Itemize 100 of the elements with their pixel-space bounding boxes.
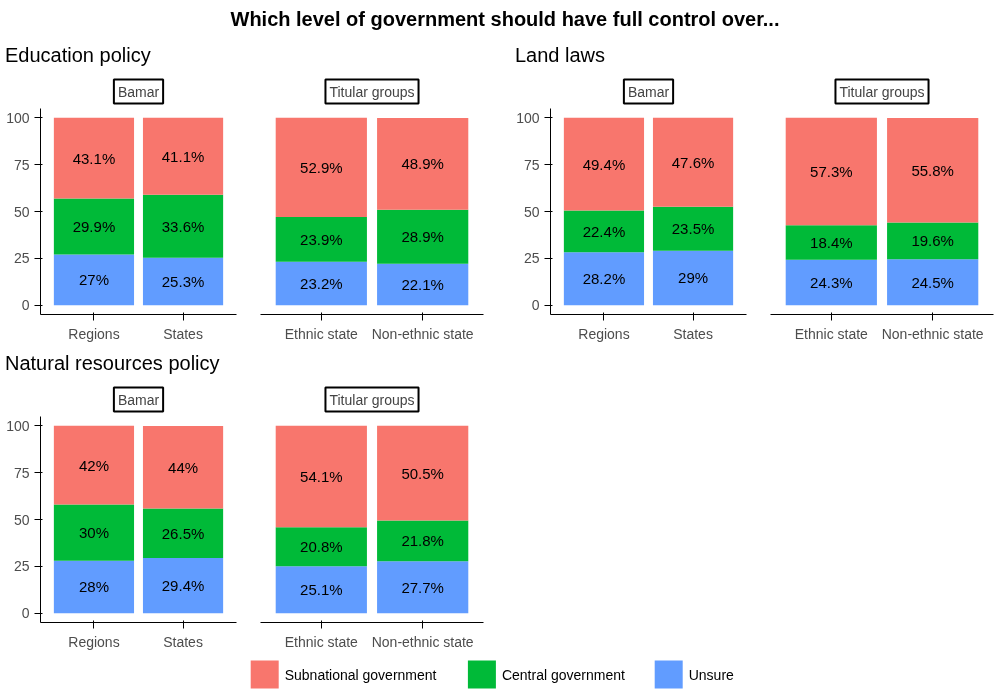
data-label: 55.8% bbox=[911, 161, 954, 179]
y-tick-label: 50 bbox=[523, 203, 540, 220]
bar bbox=[142, 508, 224, 559]
data-label: 28.9% bbox=[401, 228, 444, 246]
bar bbox=[275, 117, 367, 217]
bar bbox=[53, 504, 135, 561]
x-tick-label: Regions bbox=[68, 325, 120, 342]
x-tick-label: Ethnic state bbox=[284, 633, 359, 650]
data-label: 22.4% bbox=[582, 222, 626, 240]
data-label: 18.4% bbox=[810, 233, 853, 251]
bar bbox=[142, 426, 224, 509]
bar bbox=[563, 210, 645, 253]
data-label: 49.4% bbox=[582, 155, 626, 173]
x-tick-label: Ethnic state bbox=[284, 325, 359, 342]
chart-title: Titular groups bbox=[329, 391, 415, 408]
data-label: 43.1% bbox=[72, 149, 116, 167]
bar bbox=[275, 216, 367, 262]
chart-subtitle: Natural resources policy bbox=[5, 351, 220, 376]
data-label: 48.9% bbox=[401, 155, 444, 173]
bar bbox=[53, 560, 135, 614]
bar bbox=[275, 527, 367, 567]
chart-title: Bamar bbox=[117, 391, 160, 408]
bar bbox=[53, 425, 135, 505]
bar bbox=[563, 252, 645, 306]
legend-label: Unsure bbox=[688, 666, 735, 683]
x-tick-label: States bbox=[673, 325, 713, 342]
bar bbox=[142, 117, 224, 195]
data-label: 41.1% bbox=[161, 147, 205, 165]
data-label: 29.4% bbox=[161, 577, 205, 595]
data-label: 22.1% bbox=[401, 275, 444, 293]
bar bbox=[377, 263, 469, 306]
y-tick-label: 75 bbox=[523, 156, 540, 173]
y-tick-label: 0 bbox=[21, 605, 30, 622]
chart-subtitle: Education policy bbox=[5, 43, 151, 68]
data-label: 42% bbox=[78, 456, 109, 474]
bar bbox=[785, 259, 877, 306]
bar bbox=[53, 117, 135, 199]
bar bbox=[275, 261, 367, 306]
bar bbox=[887, 222, 979, 260]
y-tick-label: 25 bbox=[13, 250, 30, 267]
data-label: 30% bbox=[78, 524, 109, 542]
bar bbox=[377, 520, 469, 562]
data-label: 54.1% bbox=[300, 468, 343, 486]
data-label: 33.6% bbox=[161, 217, 205, 235]
y-tick-label: 75 bbox=[13, 464, 30, 481]
legend-label: Subnational government bbox=[284, 666, 437, 683]
y-tick-label: 100 bbox=[6, 417, 30, 434]
data-label: 47.6% bbox=[671, 153, 715, 171]
bar bbox=[377, 209, 469, 264]
x-tick-label: Ethnic state bbox=[794, 325, 869, 342]
bar bbox=[142, 194, 224, 258]
y-tick-label: 50 bbox=[13, 511, 30, 528]
data-label: 21.8% bbox=[401, 532, 444, 550]
bar bbox=[652, 117, 734, 207]
data-label: 19.6% bbox=[911, 232, 954, 250]
data-label: 28% bbox=[78, 578, 109, 596]
x-tick-label: Non-ethnic state bbox=[371, 325, 474, 342]
chart-subtitle: Land laws bbox=[515, 43, 606, 68]
data-label: 28.2% bbox=[582, 270, 626, 288]
y-tick-label: 0 bbox=[21, 297, 30, 314]
y-tick-label: 0 bbox=[531, 297, 540, 314]
data-label: 25.3% bbox=[161, 272, 205, 290]
bar bbox=[377, 561, 469, 614]
data-label: 24.3% bbox=[810, 273, 853, 291]
x-tick-label: Regions bbox=[578, 325, 630, 342]
y-tick-label: 50 bbox=[13, 203, 30, 220]
text: Which level of government should have full control over... bbox=[230, 7, 780, 32]
bar bbox=[887, 259, 979, 306]
bar bbox=[785, 117, 877, 226]
bar bbox=[142, 558, 224, 614]
y-tick-label: 25 bbox=[523, 250, 540, 267]
data-label: 29% bbox=[678, 269, 709, 287]
y-tick-label: 25 bbox=[13, 558, 30, 575]
chart-title: Titular groups bbox=[839, 83, 925, 100]
bar bbox=[377, 118, 469, 210]
data-label: 29.9% bbox=[72, 218, 116, 236]
data-label: 52.9% bbox=[300, 158, 343, 176]
x-tick-label: Non-ethnic state bbox=[881, 325, 984, 342]
data-label: 44% bbox=[168, 458, 199, 476]
data-label: 26.5% bbox=[161, 524, 205, 542]
data-label: 27.7% bbox=[401, 578, 444, 596]
legend-label: Central government bbox=[501, 666, 625, 683]
data-label: 25.1% bbox=[300, 581, 343, 599]
y-tick-label: 100 bbox=[6, 109, 30, 126]
bar bbox=[652, 250, 734, 306]
bar bbox=[53, 198, 135, 255]
bar bbox=[652, 206, 734, 251]
x-tick-label: Non-ethnic state bbox=[371, 633, 474, 650]
bar bbox=[563, 117, 645, 211]
data-label: 20.8% bbox=[300, 538, 343, 556]
data-label: 23.9% bbox=[300, 230, 343, 248]
bar bbox=[377, 425, 469, 521]
chart-title: Titular groups bbox=[329, 83, 415, 100]
bar bbox=[785, 225, 877, 260]
bar bbox=[887, 118, 979, 223]
chart-title: Bamar bbox=[627, 83, 670, 100]
data-label: 50.5% bbox=[401, 464, 444, 482]
y-tick-label: 100 bbox=[516, 109, 540, 126]
x-tick-label: States bbox=[163, 633, 203, 650]
bar bbox=[142, 257, 224, 306]
